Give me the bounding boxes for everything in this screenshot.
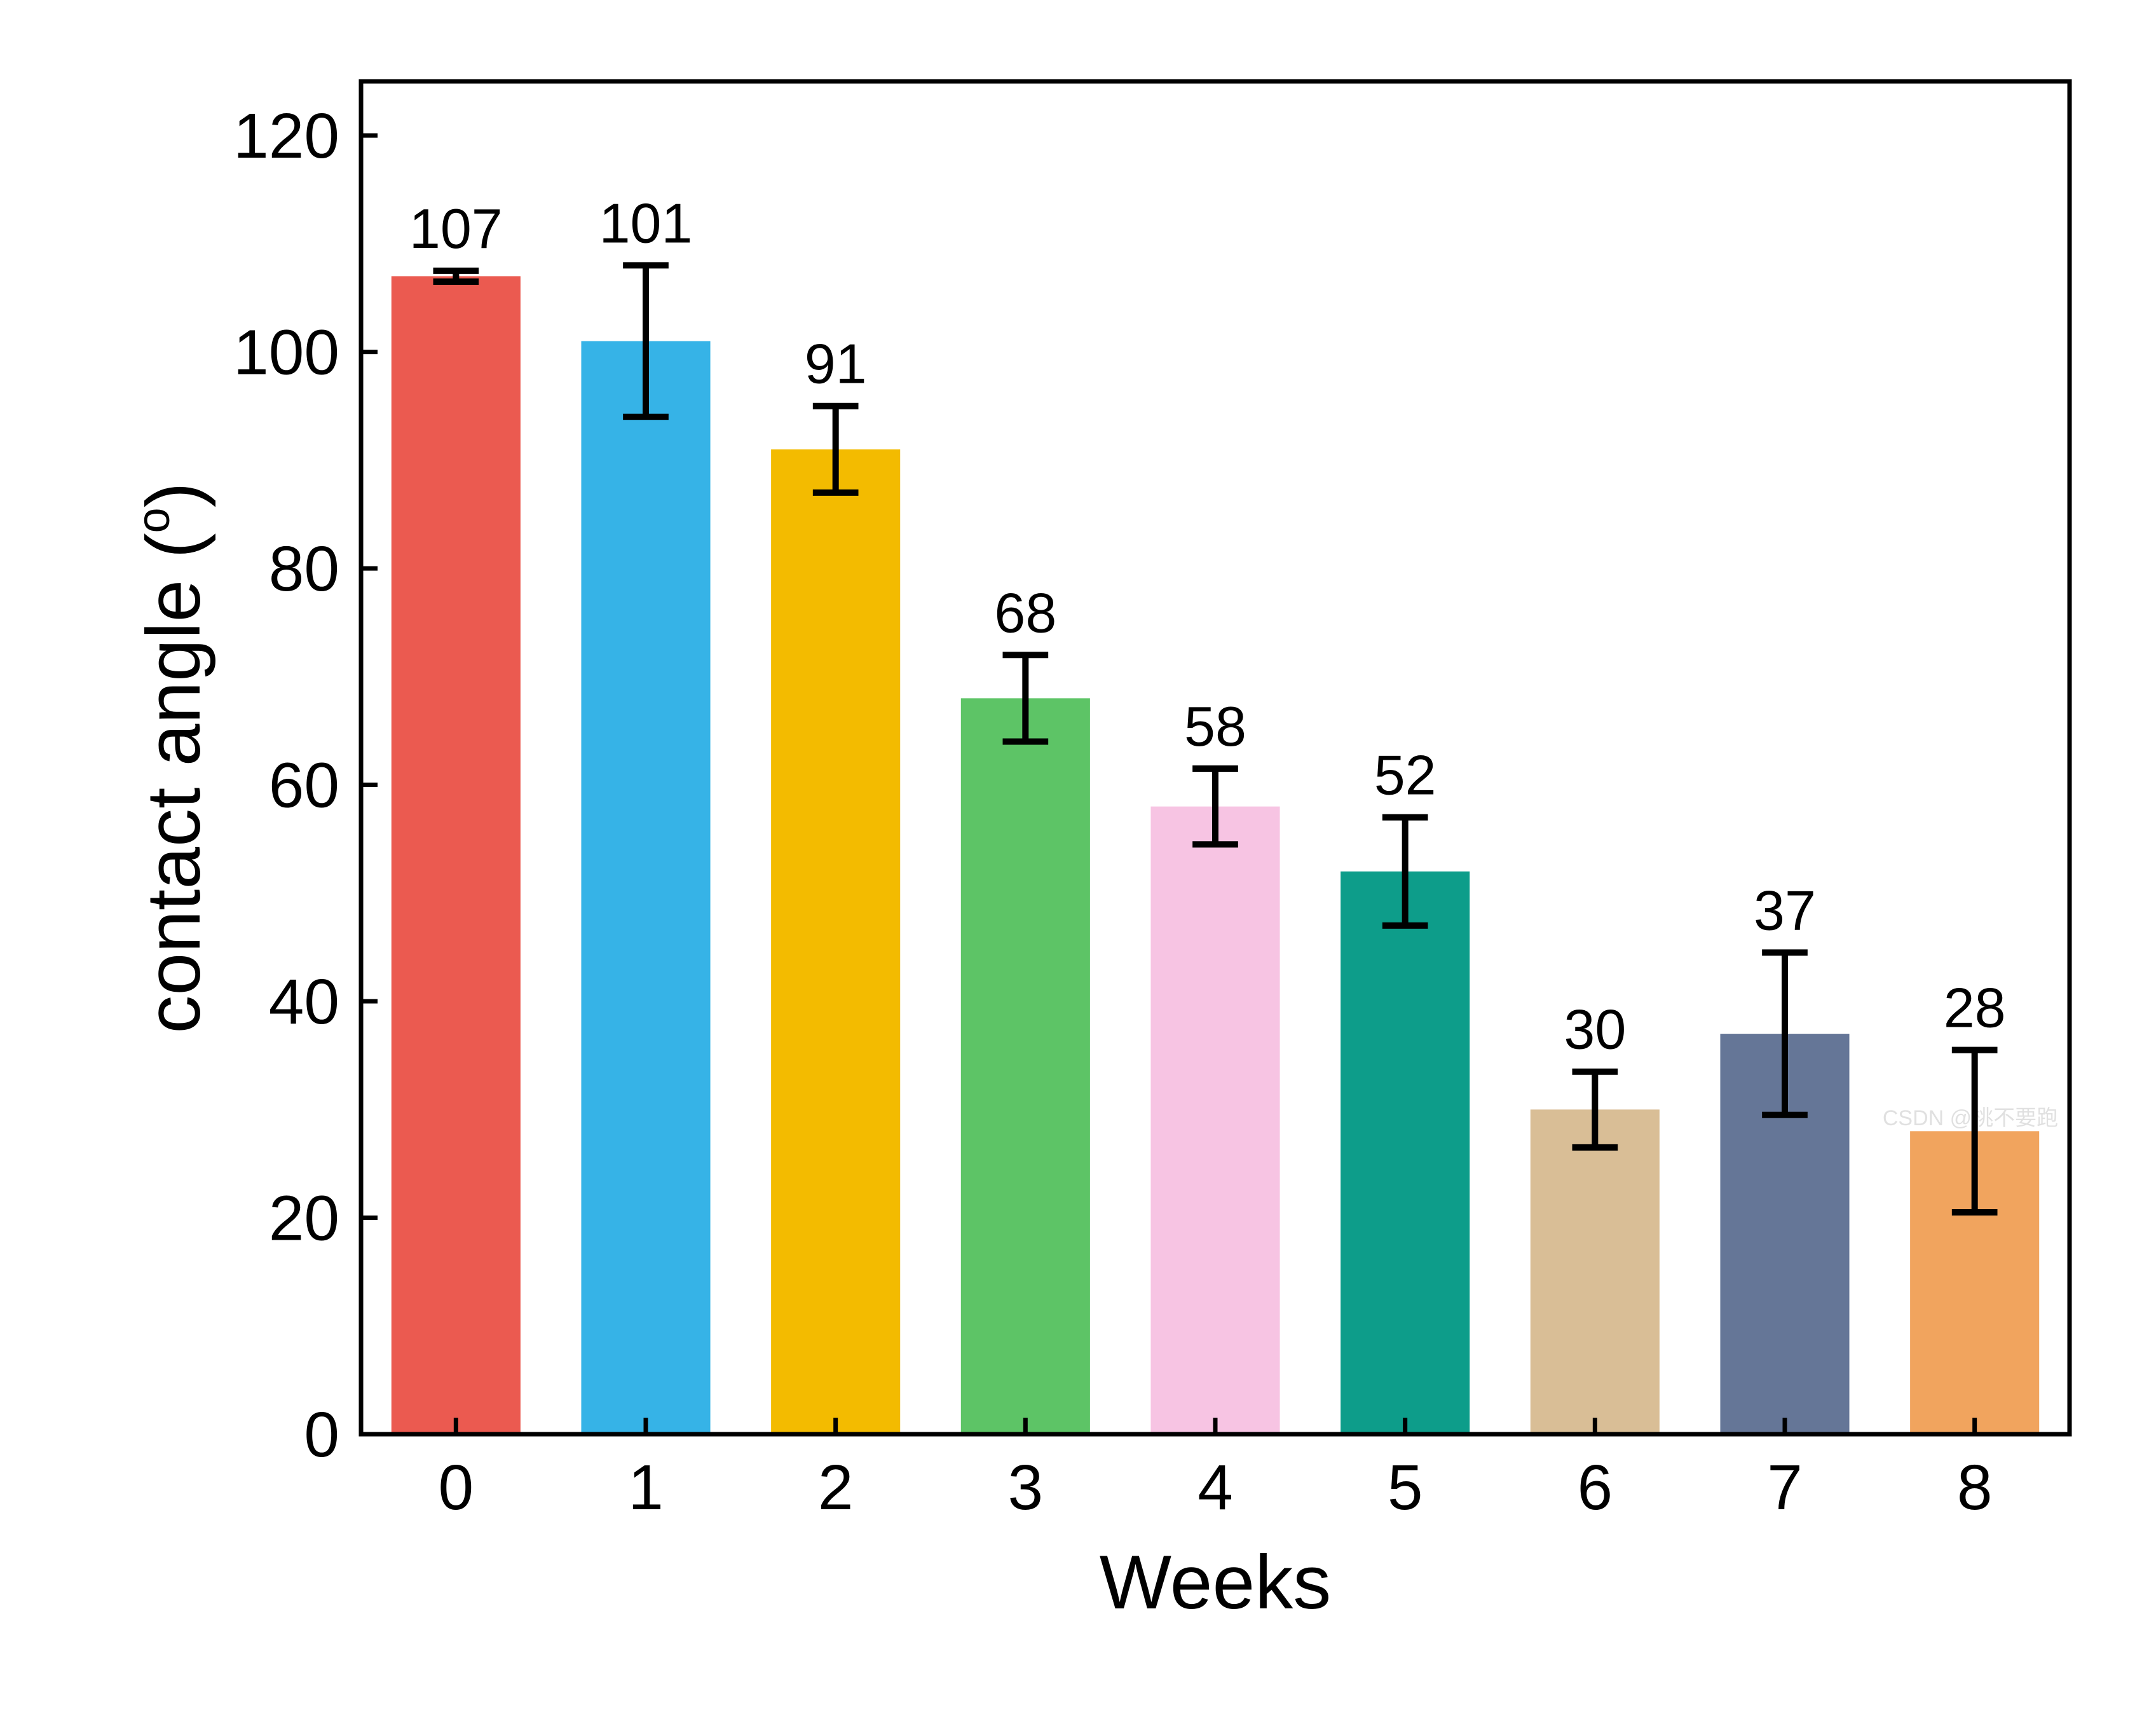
y-tick-label: 60 bbox=[269, 750, 339, 821]
bar bbox=[961, 698, 1090, 1434]
x-tick-label: 7 bbox=[1767, 1452, 1803, 1523]
bar-chart: 1071019168585230372802040608010012001234… bbox=[0, 0, 2156, 1730]
y-tick-label: 0 bbox=[304, 1399, 339, 1470]
watermark: CSDN @桃不要跑 bbox=[1883, 1106, 2058, 1130]
y-tick-label: 40 bbox=[269, 966, 339, 1038]
x-tick-label: 1 bbox=[628, 1452, 664, 1523]
y-tick-label: 120 bbox=[233, 100, 339, 172]
bar-value-label: 28 bbox=[1944, 976, 2006, 1039]
bar bbox=[771, 449, 900, 1434]
x-tick-label: 8 bbox=[1957, 1452, 1993, 1523]
bar-value-label: 30 bbox=[1564, 998, 1626, 1061]
bar-value-label: 91 bbox=[805, 332, 867, 395]
x-tick-label: 6 bbox=[1578, 1452, 1613, 1523]
bar-value-label: 101 bbox=[599, 191, 693, 254]
y-tick-label: 100 bbox=[233, 317, 339, 388]
y-tick-label: 80 bbox=[269, 533, 339, 605]
bar-value-label: 52 bbox=[1374, 744, 1436, 807]
bar bbox=[1531, 1109, 1660, 1434]
x-tick-label: 2 bbox=[818, 1452, 854, 1523]
bar-value-label: 68 bbox=[994, 581, 1056, 644]
bar bbox=[392, 276, 521, 1434]
bar-value-label: 107 bbox=[409, 197, 503, 260]
bar-value-label: 37 bbox=[1754, 879, 1816, 942]
x-tick-label: 5 bbox=[1388, 1452, 1423, 1523]
bar bbox=[581, 341, 710, 1434]
bar-value-label: 58 bbox=[1184, 695, 1246, 758]
x-tick-label: 4 bbox=[1197, 1452, 1233, 1523]
bar bbox=[1150, 807, 1279, 1434]
x-tick-label: 3 bbox=[1008, 1452, 1044, 1523]
bar bbox=[1341, 872, 1470, 1434]
x-tick-label: 0 bbox=[439, 1452, 474, 1523]
y-axis-title: contact angle (o) bbox=[128, 482, 216, 1033]
x-axis-title: Weeks bbox=[1100, 1540, 1332, 1625]
y-tick-label: 20 bbox=[269, 1183, 339, 1254]
chart-container: 1071019168585230372802040608010012001234… bbox=[0, 0, 2156, 1730]
